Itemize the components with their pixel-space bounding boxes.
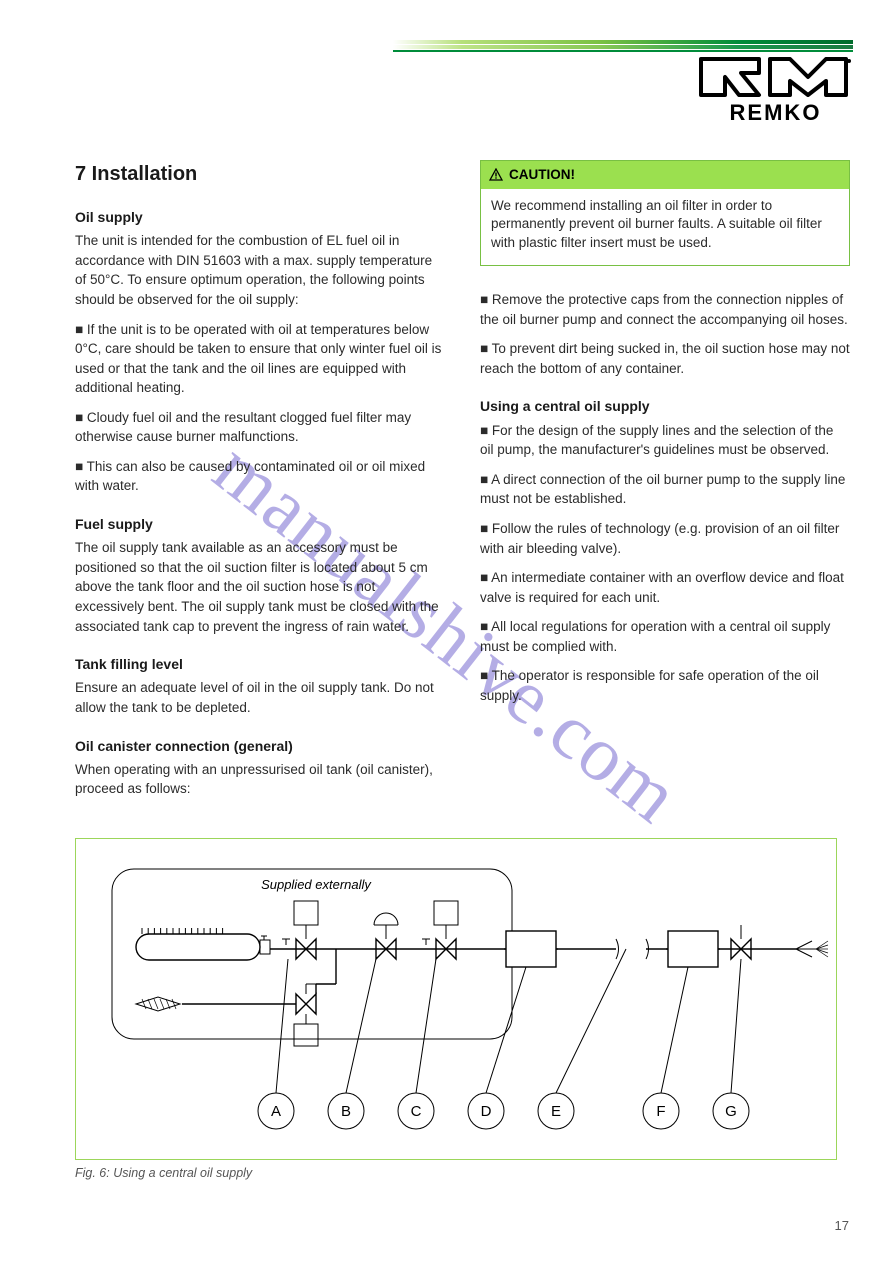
caution-header: CAUTION! xyxy=(481,161,849,189)
caution-body: We recommend installing an oil filter in… xyxy=(481,189,849,266)
bullet-r3: ■ For the design of the supply lines and… xyxy=(480,421,850,460)
warning-triangle-icon xyxy=(489,168,503,182)
subhead-canister: Oil canister connection (general) xyxy=(75,736,445,756)
caution-box: CAUTION! We recommend installing an oil … xyxy=(480,160,850,266)
svg-text:C: C xyxy=(411,1103,422,1120)
svg-text:B: B xyxy=(341,1103,351,1120)
bullet-r8: ■ The operator is responsible for safe o… xyxy=(480,666,850,705)
figure-box: Supplied externally A B C D E F G xyxy=(75,838,837,1160)
bullet-l2: ■ Cloudy fuel oil and the resultant clog… xyxy=(75,408,445,447)
bullet-l3: ■ This can also be caused by contaminate… xyxy=(75,457,445,496)
bullet-r5: ■ Follow the rules of technology (e.g. p… xyxy=(480,519,850,558)
subhead-tank-level: Tank filling level xyxy=(75,654,445,674)
bullet-l1: ■ If the unit is to be operated with oil… xyxy=(75,320,445,398)
page: manualshive.com REMKO 7 Installation Oil… xyxy=(0,0,893,1263)
svg-text:G: G xyxy=(725,1103,737,1120)
bullet-r7: ■ All local regulations for operation wi… xyxy=(480,617,850,656)
right-column: CAUTION! We recommend installing an oil … xyxy=(480,160,850,716)
para-oil-supply: The unit is intended for the combustion … xyxy=(75,231,445,309)
figure-caption: Fig. 6: Using a central oil supply xyxy=(75,1166,835,1180)
bullet-r6: ■ An intermediate container with an over… xyxy=(480,568,850,607)
para-tank-level: Ensure an adequate level of oil in the o… xyxy=(75,678,445,717)
bullet-r2: ■ To prevent dirt being sucked in, the o… xyxy=(480,339,850,378)
subhead-central-supply: Using a central oil supply xyxy=(480,396,850,416)
svg-text:E: E xyxy=(551,1103,561,1120)
page-number: 17 xyxy=(835,1218,849,1233)
subhead-oil-supply: Oil supply xyxy=(75,207,445,227)
svg-text:F: F xyxy=(656,1103,665,1120)
brand-name: REMKO xyxy=(698,100,853,126)
svg-text:A: A xyxy=(271,1103,281,1120)
brand-stripe xyxy=(393,40,853,52)
svg-text:D: D xyxy=(481,1103,492,1120)
bullet-r4: ■ A direct connection of the oil burner … xyxy=(480,470,850,509)
remko-logo-icon xyxy=(698,56,853,98)
svg-text:Supplied externally: Supplied externally xyxy=(261,877,372,892)
subhead-fuel-supply: Fuel supply xyxy=(75,514,445,534)
caution-label: CAUTION! xyxy=(509,165,575,185)
section-heading: 7 Installation xyxy=(75,160,445,189)
figure-wrap: Supplied externally A B C D E F G Fig. 6: Using… xyxy=(75,838,835,1180)
para-canister: When operating with an unpressurised oil… xyxy=(75,760,445,799)
brand-logo: REMKO xyxy=(698,56,853,126)
left-column: 7 Installation Oil supply The unit is in… xyxy=(75,160,445,809)
oil-supply-diagram: Supplied externally A B C D E F G xyxy=(76,839,836,1159)
bullet-r1: ■ Remove the protective caps from the co… xyxy=(480,290,850,329)
para-fuel-supply: The oil supply tank available as an acce… xyxy=(75,538,445,636)
